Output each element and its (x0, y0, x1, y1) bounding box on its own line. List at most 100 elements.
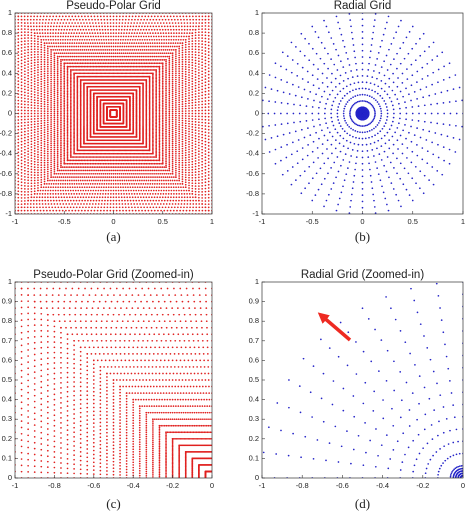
grid-point (161, 75, 164, 78)
grid-point (159, 52, 162, 55)
grid-point (53, 45, 56, 48)
grid-point (83, 62, 85, 65)
grid-point (115, 65, 118, 68)
grid-point (152, 59, 155, 61)
grid-point (155, 109, 158, 112)
grid-point (165, 148, 167, 151)
grid-point (63, 134, 66, 137)
grid-point (165, 52, 168, 55)
grid-point (117, 159, 119, 162)
grid-point (158, 134, 161, 137)
grid-point (178, 101, 181, 104)
grid-point (73, 169, 76, 172)
grid-point (69, 105, 72, 108)
grid-point (66, 134, 69, 137)
grid-point (120, 62, 123, 65)
grid-point (112, 162, 115, 165)
grid-point (43, 44, 46, 47)
grid-point (53, 156, 56, 159)
grid-point (165, 144, 167, 147)
grid-point (115, 109, 118, 111)
grid-point (120, 172, 123, 175)
grid-point (50, 121, 52, 123)
grid-point (50, 49, 52, 51)
grid-point (178, 143, 181, 146)
grid-point (60, 75, 62, 77)
grid-point (147, 59, 150, 61)
grid-point (175, 150, 177, 153)
grid-point (109, 116, 112, 118)
grid-point (63, 126, 66, 128)
grid-point (171, 122, 174, 125)
grid-point (60, 151, 62, 154)
grid-point (88, 159, 90, 162)
grid-point (158, 131, 161, 134)
grid-point (60, 134, 62, 136)
grid-point (56, 101, 59, 103)
grid-point (176, 45, 178, 48)
grid-point (71, 65, 73, 68)
grid-point (50, 99, 52, 102)
grid-point (118, 52, 121, 55)
grid-point (161, 157, 164, 160)
grid-point (142, 183, 145, 185)
grid-point (175, 167, 177, 170)
grid-point (82, 55, 85, 58)
grid-point (56, 125, 59, 128)
grid-point (92, 169, 94, 172)
grid-point (75, 159, 78, 162)
grid-point (50, 131, 52, 134)
grid-point (175, 138, 177, 140)
grid-point (46, 108, 49, 110)
grid-point (63, 131, 66, 133)
grid-point (142, 169, 145, 172)
grid-point (128, 166, 131, 168)
grid-point (135, 162, 138, 165)
grid-point (123, 179, 126, 182)
grid-point (50, 140, 52, 142)
grid-point (142, 166, 145, 168)
grid-point (155, 122, 158, 125)
grid-point (96, 52, 99, 55)
grid-point (175, 82, 177, 85)
grid-point (161, 59, 164, 61)
grid-point (143, 159, 145, 162)
grid-point (66, 72, 69, 74)
grid-point (46, 157, 49, 160)
grid-point (53, 98, 56, 101)
grid-point (66, 179, 69, 182)
grid-point (165, 151, 167, 154)
grid-point (67, 169, 70, 172)
grid-point (159, 59, 162, 61)
grid-point (109, 162, 112, 165)
grid-point (132, 179, 135, 182)
grid-point (161, 79, 164, 81)
grid-point (69, 76, 72, 79)
grid-point (66, 111, 69, 113)
grid-point (175, 127, 177, 130)
grid-point (79, 49, 82, 51)
grid-point (65, 62, 67, 65)
grid-point (120, 176, 123, 178)
grid-point (75, 176, 77, 178)
grid-point (158, 103, 161, 105)
grid-point (97, 55, 100, 58)
grid-point (46, 177, 49, 180)
grid-point (168, 101, 171, 103)
grid-point (56, 103, 59, 105)
grid-point (155, 148, 158, 151)
grid-point (46, 148, 49, 151)
grid-point (77, 159, 80, 162)
grid-point (178, 103, 181, 106)
grid-point (63, 151, 66, 153)
grid-point (103, 169, 106, 172)
grid-point (66, 129, 69, 132)
grid-point (132, 92, 135, 95)
grid-point (46, 59, 49, 61)
grid-point (108, 55, 111, 58)
grid-point (137, 62, 139, 65)
grid-point (100, 159, 103, 162)
grid-point (151, 169, 154, 172)
grid-point (46, 103, 49, 106)
grid-point (46, 52, 49, 55)
